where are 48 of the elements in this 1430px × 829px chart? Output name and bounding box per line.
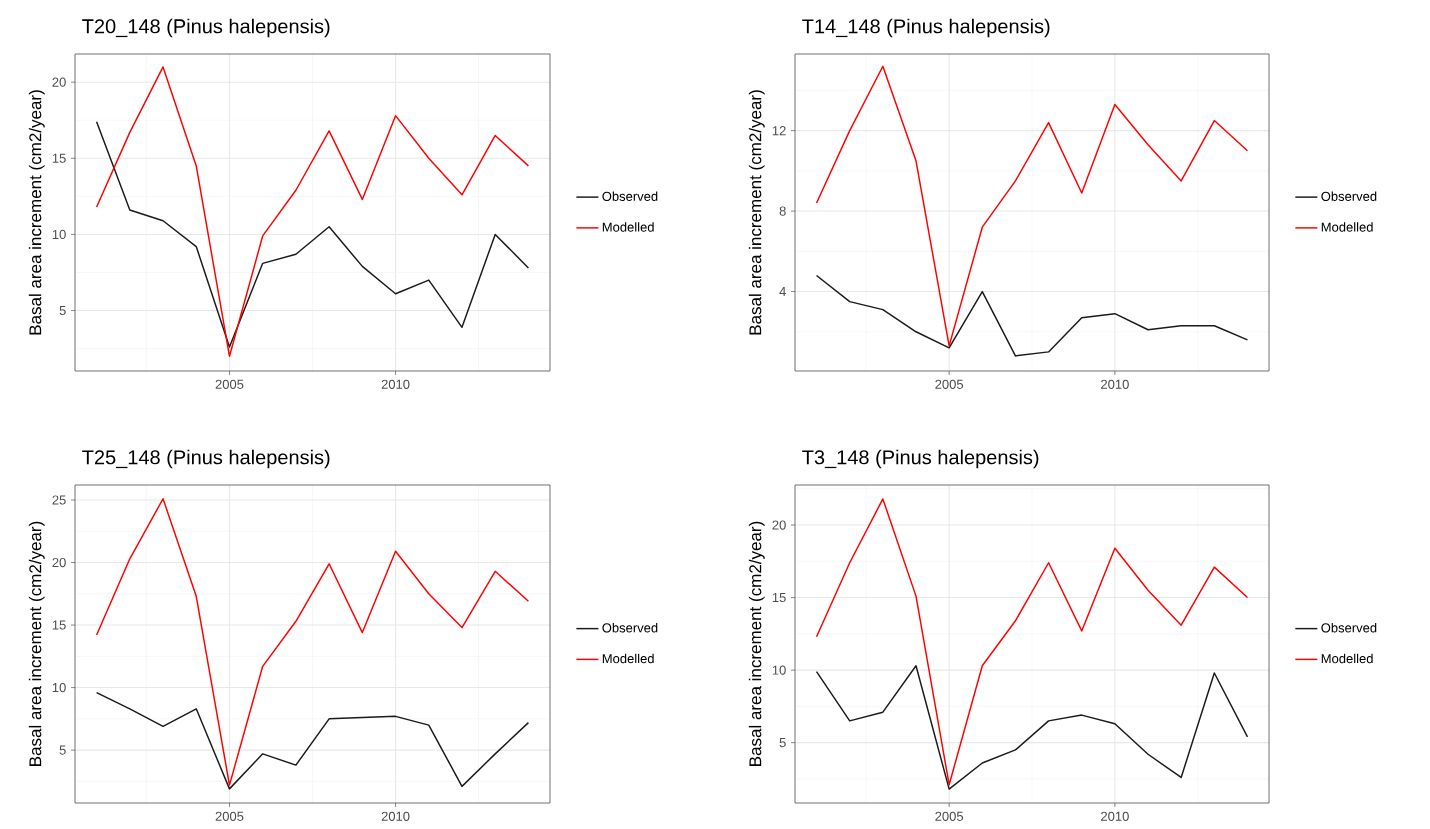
chart-title: T3_148 (Pinus halepensis): [802, 449, 1039, 469]
x-tick-label: 2005: [215, 379, 244, 389]
y-tick-label: 5: [59, 745, 66, 755]
y-tick-label: 20: [52, 77, 66, 87]
y-tick-label: 15: [52, 153, 66, 163]
legend-label: Observed: [1321, 622, 1377, 633]
y-axis-title: Basal area increment (cm2/year): [28, 90, 45, 335]
y-tick-label: 15: [772, 593, 786, 603]
y-tick-label: 5: [779, 738, 786, 748]
legend-label: Modelled: [602, 653, 654, 664]
legend-label: Modelled: [1321, 653, 1373, 664]
chart-title: T14_148 (Pinus halepensis): [802, 18, 1050, 38]
y-tick-label: 25: [52, 495, 66, 505]
chart-title: T25_148 (Pinus halepensis): [82, 449, 330, 469]
line-series: [815, 498, 1249, 786]
chart-title: T20_148 (Pinus halepensis): [82, 18, 330, 38]
line-series: [95, 121, 530, 348]
x-tick-label: 2010: [381, 379, 410, 389]
line-series: [95, 498, 530, 786]
y-tick-label: 20: [772, 520, 786, 530]
legend-label: Modelled: [1321, 222, 1373, 232]
legend-label: Observed: [602, 191, 658, 201]
y-tick-label: 12: [772, 126, 786, 136]
x-tick-label: 2010: [1101, 811, 1129, 821]
y-tick-label: 20: [52, 557, 66, 568]
x-tick-label: 2005: [935, 379, 964, 389]
y-axis-title: Basal area increment (cm2/year): [28, 521, 45, 766]
y-tick-label: 10: [52, 229, 66, 240]
y-tick-label: 15: [52, 620, 66, 630]
y-axis-title: Basal area increment (cm2/year): [748, 521, 765, 766]
line-series: [95, 66, 530, 357]
legend-label: Modelled: [602, 222, 654, 232]
x-tick-label: 2010: [381, 811, 410, 821]
y-axis-title: Basal area increment (cm2/year): [748, 90, 765, 335]
line-series: [815, 665, 1249, 790]
line-series: [815, 274, 1249, 357]
legend-label: Observed: [602, 622, 658, 633]
legend-label: Observed: [1321, 191, 1377, 201]
y-tick-label: 5: [59, 306, 66, 316]
x-tick-label: 2005: [935, 811, 964, 821]
y-tick-label: 4: [779, 287, 786, 297]
line-series: [815, 65, 1249, 347]
x-tick-label: 2010: [1101, 379, 1129, 389]
y-tick-label: 10: [772, 665, 786, 675]
y-tick-label: 8: [779, 206, 786, 216]
x-tick-label: 2005: [215, 811, 244, 821]
y-tick-label: 10: [52, 682, 66, 693]
line-series: [95, 691, 530, 790]
